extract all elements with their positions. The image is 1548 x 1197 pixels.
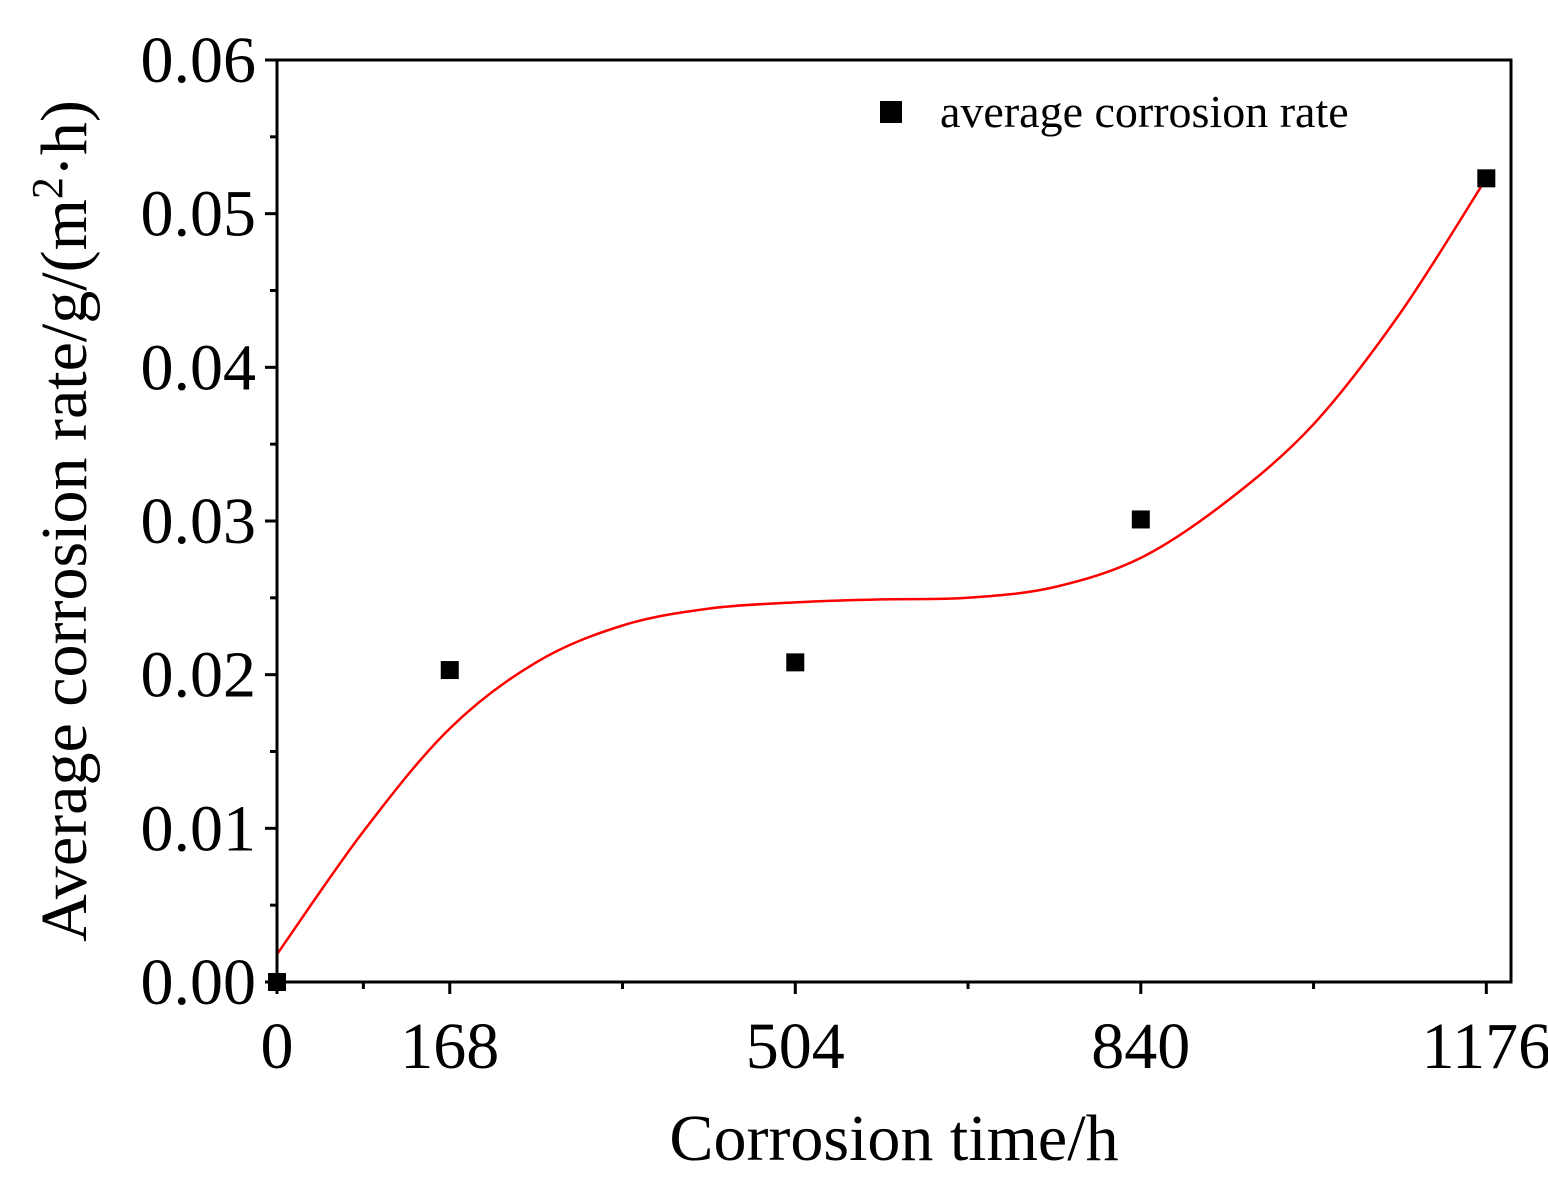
x-tick-label: 1176 — [1422, 1010, 1548, 1083]
x-tick-label: 168 — [400, 1010, 499, 1083]
x-tick-label: 840 — [1091, 1010, 1190, 1083]
y-tick-label: 0.03 — [141, 485, 257, 558]
legend: average corrosion rate — [880, 86, 1349, 137]
legend-marker — [880, 101, 902, 123]
y-tick-label: 0.05 — [141, 178, 257, 251]
x-tick-label: 0 — [261, 1010, 294, 1083]
y-axis-title-suffix: ·h) — [28, 100, 101, 177]
y-tick-label: 0.04 — [141, 331, 257, 404]
y-tick-label: 0.06 — [141, 24, 257, 97]
data-point — [1477, 169, 1496, 188]
fit-curve — [275, 177, 1488, 956]
x-tick-labels: 0 168 504 840 1176 — [261, 1010, 1548, 1083]
y-axis-title: Average corrosion rate/g/(m2·h) — [23, 100, 102, 942]
x-tick-label: 504 — [746, 1010, 845, 1083]
y-axis-title-prefix: Average corrosion rate/g/(m — [28, 199, 101, 942]
data-point — [1131, 510, 1150, 529]
y-axis-title-superscript: 2 — [23, 177, 72, 199]
plot-frame — [275, 58, 1513, 984]
data-points — [268, 169, 1496, 991]
y-tick-labels: 0.00 0.01 0.02 0.03 0.04 0.05 0.06 — [141, 24, 257, 1019]
data-point — [440, 661, 459, 680]
y-tick-label: 0.02 — [141, 639, 257, 712]
x-axis-title: Corrosion time/h — [669, 1102, 1118, 1175]
y-tick-label: 0.01 — [141, 792, 257, 865]
data-point — [786, 653, 805, 672]
y-tick-label: 0.00 — [141, 946, 257, 1019]
legend-label: average corrosion rate — [940, 86, 1349, 137]
